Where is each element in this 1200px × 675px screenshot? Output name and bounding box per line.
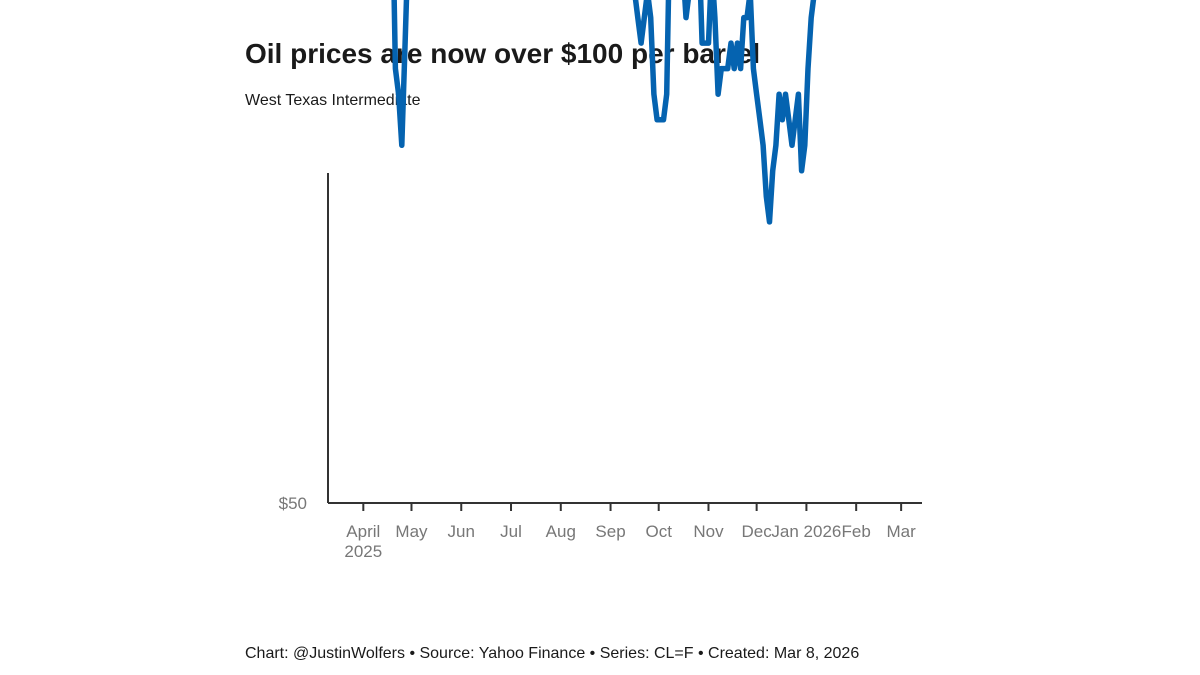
x-tick-label: Dec <box>742 522 773 541</box>
x-tick-label: Jul <box>500 522 522 541</box>
x-tick-label-year: 2025 <box>344 542 382 561</box>
series-line-wti <box>391 0 817 225</box>
x-tick-label: Nov <box>693 522 724 541</box>
x-tick-label: Jun <box>448 522 475 541</box>
x-tick-label: May <box>395 522 428 541</box>
series-layer <box>391 0 817 225</box>
y-tick-label-60: $60 <box>279 0 307 2</box>
chart-title: Oil prices are now over $100 per barrel <box>245 38 761 69</box>
axes <box>327 173 922 511</box>
y-tick-labels: $50$60$70$80$90$100$110 <box>279 0 307 513</box>
source-caption: Chart: @JustinWolfers • Source: Yahoo Fi… <box>245 645 860 662</box>
chart-subtitle: West Texas Intermediate <box>245 92 421 109</box>
x-tick-label: Sep <box>595 522 625 541</box>
x-tick-label: Oct <box>645 522 672 541</box>
x-tick-label: Mar <box>886 522 916 541</box>
y-tick-label-50: $50 <box>279 494 307 513</box>
x-tick-label: April <box>346 522 380 541</box>
x-tick-label: Feb <box>842 522 871 541</box>
x-tick-label: Jan 2026 <box>771 522 841 541</box>
x-tick-label: Aug <box>546 522 576 541</box>
